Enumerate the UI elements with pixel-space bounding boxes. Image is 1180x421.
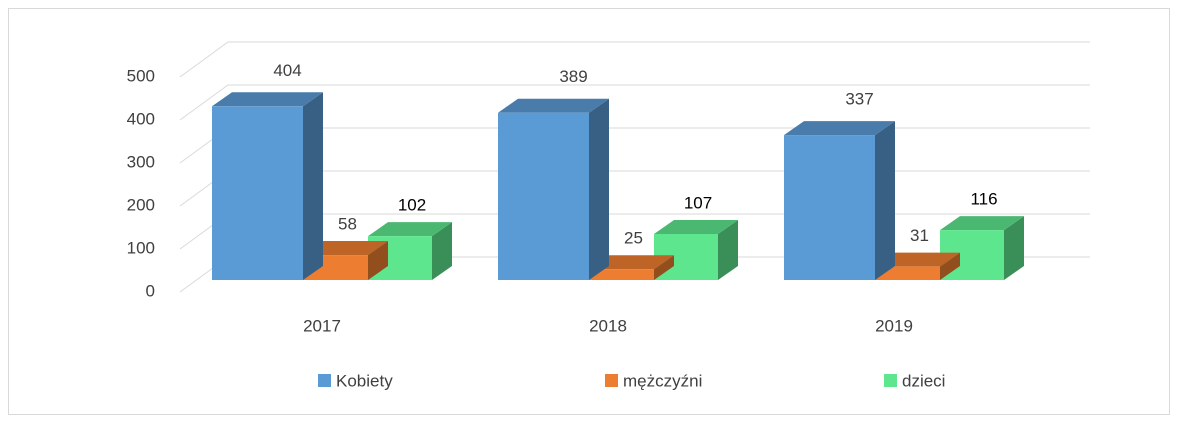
bar bbox=[498, 112, 589, 280]
bar-side bbox=[940, 252, 960, 280]
bar bbox=[589, 269, 654, 280]
y-tick-label: 100 bbox=[127, 238, 155, 257]
bar-top bbox=[368, 222, 452, 237]
legend-swatch bbox=[884, 374, 897, 387]
bar-top bbox=[589, 255, 674, 270]
value-label: 107 bbox=[684, 193, 712, 212]
bar bbox=[875, 266, 940, 280]
value-label: 25 bbox=[624, 229, 643, 248]
legend-label: mężczyźni bbox=[623, 371, 702, 390]
y-tick-label: 0 bbox=[146, 281, 155, 300]
legend-swatch bbox=[318, 374, 331, 387]
bar-side bbox=[718, 219, 738, 280]
value-label: 58 bbox=[338, 215, 357, 234]
value-label: 102 bbox=[398, 196, 426, 215]
y-tick-label: 400 bbox=[127, 109, 155, 128]
bar-side bbox=[589, 98, 609, 280]
y-tick-label: 500 bbox=[127, 66, 155, 85]
bar-side bbox=[432, 222, 452, 280]
value-label: 116 bbox=[970, 190, 997, 209]
bar-top bbox=[940, 216, 1024, 231]
legend-swatch bbox=[605, 374, 618, 387]
bar-side bbox=[303, 92, 323, 280]
x-tick-label: 2018 bbox=[589, 316, 627, 335]
bar bbox=[212, 106, 303, 280]
bar-side bbox=[875, 121, 895, 280]
bar-top bbox=[875, 252, 960, 267]
bar-top bbox=[654, 219, 738, 234]
bar-side bbox=[1004, 216, 1024, 280]
bar-side bbox=[654, 255, 674, 280]
grid-line bbox=[179, 84, 1090, 121]
bar-top bbox=[498, 98, 609, 113]
value-label: 337 bbox=[845, 90, 873, 109]
legend-label: Kobiety bbox=[336, 371, 393, 390]
bar-side bbox=[368, 241, 388, 280]
bar-top bbox=[212, 92, 323, 107]
y-tick-label: 200 bbox=[127, 195, 155, 214]
grid-line bbox=[179, 41, 1090, 78]
value-label: 404 bbox=[273, 61, 301, 80]
bar-top bbox=[303, 241, 388, 256]
value-label: 31 bbox=[910, 226, 929, 245]
x-tick-label: 2017 bbox=[303, 316, 341, 335]
legend-label: dzieci bbox=[902, 371, 945, 390]
bar bbox=[784, 135, 875, 280]
x-tick-label: 2019 bbox=[875, 316, 913, 335]
value-label: 389 bbox=[559, 67, 587, 86]
y-tick-label: 300 bbox=[127, 152, 155, 171]
bar-top bbox=[784, 121, 895, 136]
